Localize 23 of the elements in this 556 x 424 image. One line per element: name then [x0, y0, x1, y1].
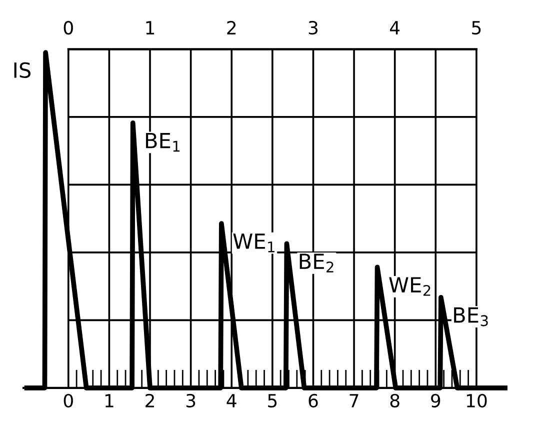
- x-tick-label: 3: [186, 394, 196, 408]
- x-tick-label: 6: [308, 394, 318, 408]
- x-tick-label: 10: [466, 394, 487, 408]
- annotation: IS: [14, 62, 30, 78]
- x2-tick-label: 0: [64, 20, 73, 35]
- annotation: BE$_{1}$: [146, 132, 180, 152]
- x2-tick-label: 3: [308, 20, 318, 35]
- annotation: BE$_{3}$: [454, 307, 488, 326]
- x-tick-label: 7: [350, 394, 358, 408]
- x-tick-label: 4: [226, 394, 236, 408]
- x-tick-label: 1: [105, 394, 114, 408]
- x-tick-label: 8: [390, 394, 400, 408]
- x2-tick-label: 4: [390, 21, 400, 34]
- x2-tick-label: 2: [227, 20, 236, 34]
- x-tick-label: 0: [64, 394, 73, 408]
- x-tick-label: 5: [268, 394, 277, 408]
- x-tick-label: 9: [431, 394, 440, 408]
- x2-tick-label: 1: [146, 21, 154, 34]
- x-tick-label: 2: [146, 394, 154, 408]
- annotation: WE$_{1}$: [233, 234, 274, 252]
- x2-tick-label: 5: [472, 21, 481, 35]
- annotation: BE$_{2}$: [300, 254, 334, 272]
- annotation: WE$_{2}$: [389, 277, 430, 296]
